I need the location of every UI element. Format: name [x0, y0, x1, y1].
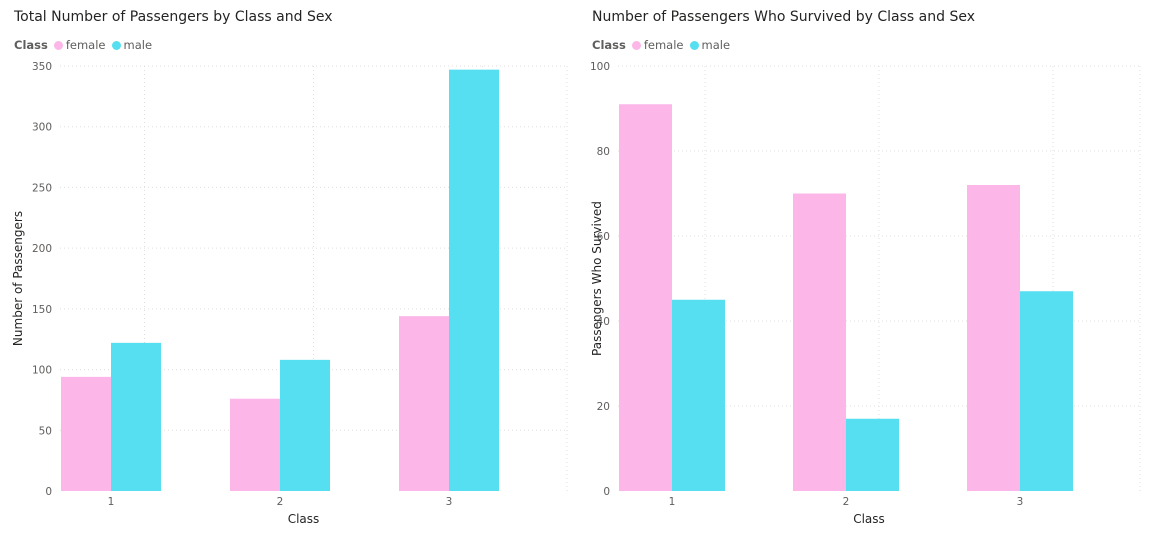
legend-item-female[interactable]: female: [631, 38, 684, 52]
chart-panel-total: Total Number of Passengers by Class and …: [0, 0, 575, 540]
legend: Class female male: [592, 38, 736, 52]
legend-swatch-female: [53, 40, 63, 50]
y-tick-label: 0: [45, 486, 52, 498]
y-tick-label: 50: [39, 425, 52, 437]
bar-male-class-3[interactable]: [1020, 291, 1073, 491]
bar-female-class-2[interactable]: [793, 193, 846, 492]
bar-female-class-2[interactable]: [230, 398, 280, 491]
x-tick-label: 1: [669, 496, 676, 508]
bar-female-class-3[interactable]: [399, 316, 449, 491]
legend-label-female: female: [65, 38, 106, 52]
x-tick-label: 3: [446, 496, 453, 508]
y-tick-label: 60: [597, 231, 610, 243]
y-tick-label: 350: [32, 61, 52, 73]
bar-male-class-1[interactable]: [111, 342, 161, 491]
bar-male-class-2[interactable]: [280, 359, 330, 491]
legend-title: Class: [592, 38, 626, 52]
x-tick-label: 3: [1017, 496, 1024, 508]
y-tick-label: 20: [597, 401, 610, 413]
x-axis-title: Class: [853, 512, 885, 526]
legend-item-male[interactable]: male: [689, 38, 731, 52]
legend-item-male[interactable]: male: [111, 38, 153, 52]
legend: Class female male: [14, 38, 158, 52]
y-tick-label: 150: [32, 304, 52, 316]
y-tick-label: 250: [32, 182, 52, 194]
y-tick-label: 100: [32, 365, 52, 377]
bar-chart-total: 0 50 100 150 200 250 300 350 1 2 3 Class Number of P…: [11, 61, 568, 526]
bar-female-class-3[interactable]: [967, 185, 1020, 491]
y-axis-title: Number of Passengers: [11, 211, 25, 346]
y-tick-label: 0: [603, 486, 610, 498]
x-tick-label: 2: [277, 496, 284, 508]
legend-label-male: male: [701, 38, 731, 52]
x-tick-label: 2: [843, 496, 850, 508]
y-tick-label: 300: [32, 122, 52, 134]
legend-title: Class: [14, 38, 48, 52]
legend-swatch-male: [689, 40, 699, 50]
x-axis-title: Class: [288, 512, 320, 526]
chart-title: Total Number of Passengers by Class and …: [14, 9, 333, 25]
bar-male-class-1[interactable]: [672, 299, 725, 491]
bar-female-class-1[interactable]: [619, 104, 672, 491]
legend-swatch-female: [631, 40, 641, 50]
legend-label-female: female: [643, 38, 684, 52]
bar-male-class-3[interactable]: [449, 69, 499, 492]
legend-label-male: male: [123, 38, 153, 52]
bar-male-class-2[interactable]: [846, 418, 899, 491]
legend-item-female[interactable]: female: [53, 38, 106, 52]
y-tick-label: 200: [32, 243, 52, 255]
y-tick-label: 80: [597, 146, 610, 158]
chart-title: Number of Passengers Who Survived by Cla…: [592, 9, 975, 25]
legend-swatch-male: [111, 40, 121, 50]
y-axis-title: Passengers Who Survived: [590, 201, 604, 356]
y-tick-label: 100: [590, 61, 610, 73]
chart-panel-survived: Number of Passengers Who Survived by Cla…: [578, 0, 1151, 540]
y-tick-label: 40: [597, 316, 610, 328]
x-tick-label: 1: [108, 496, 115, 508]
bar-female-class-1[interactable]: [61, 376, 111, 491]
bar-chart-survived: 0 20 40 60 80 100 1 2 3 Class Passengers Who Survi…: [590, 61, 1141, 526]
